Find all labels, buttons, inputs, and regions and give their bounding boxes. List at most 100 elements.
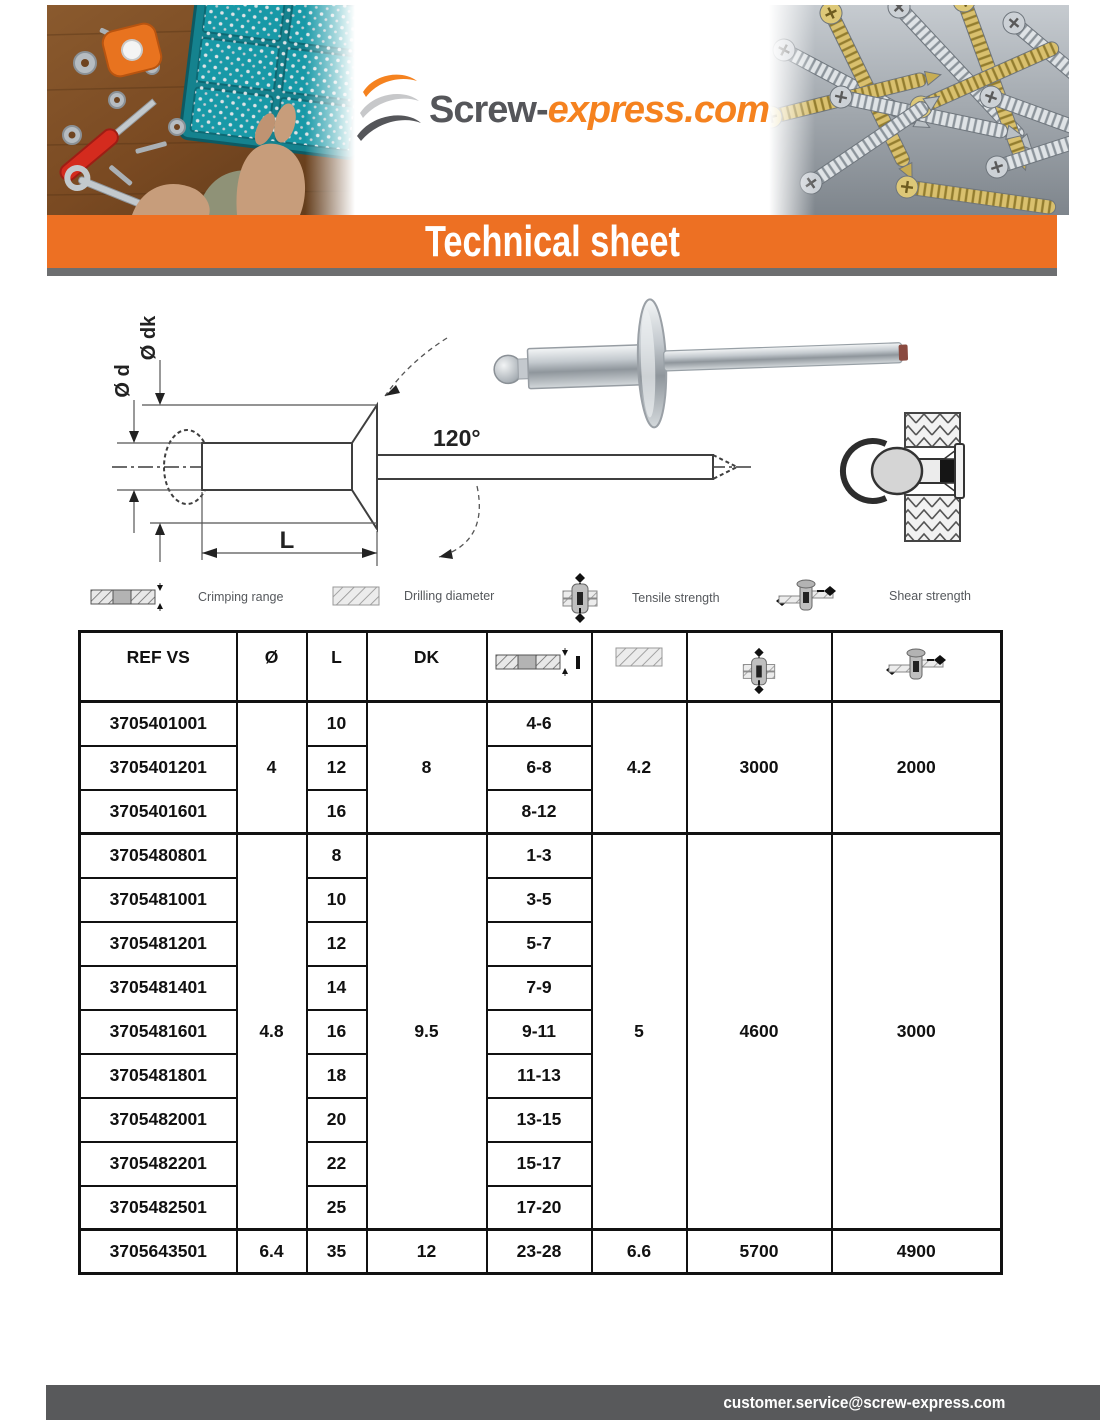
- table-cell: 4-6: [485, 700, 593, 747]
- table-cell: 6.4: [235, 1228, 308, 1275]
- crimping-range-icon: [90, 583, 163, 611]
- table-cell: 3705482501: [78, 1184, 238, 1231]
- table-cell: 6.6: [590, 1228, 688, 1275]
- table-cell: 3705481601: [78, 1008, 238, 1055]
- table-cell: 4: [235, 700, 308, 835]
- table-row: 3705481001 10 3-5: [78, 876, 1002, 923]
- legend-item-drilling: Drilling diameter: [332, 586, 494, 606]
- legend-label: Drilling diameter: [404, 589, 495, 603]
- page-title: Technical sheet: [424, 216, 680, 266]
- table-cell: 12: [305, 744, 368, 791]
- table-cell: 3-5: [485, 876, 593, 923]
- dim-d: [117, 400, 202, 533]
- col-header-ref: REF VS: [78, 630, 238, 703]
- table-cell: 35: [305, 1228, 368, 1275]
- table-cell: 3705481801: [78, 1052, 238, 1099]
- dim-label-d: Ø d: [112, 364, 134, 397]
- legend-label: Tensile strength: [632, 591, 720, 605]
- table-cell: 17-20: [485, 1184, 593, 1231]
- logo-wordmark: Screw-express.com: [429, 88, 770, 132]
- table-cell: 15-17: [485, 1140, 593, 1187]
- table-row: 3705643501 6.4 35 12 23-28 6.6 5700 4900: [78, 1228, 1003, 1275]
- header: Screw-express.com: [47, 5, 1069, 215]
- table-cell: 22: [305, 1140, 368, 1187]
- spec-table-body: 3705401001 4 10 8 4-6 4.2 3000 2000 3705401201 12…: [78, 700, 1003, 1275]
- table-cell: 16: [305, 788, 368, 835]
- dim-l: [201, 492, 378, 566]
- table-cell: 3000: [830, 832, 1003, 1231]
- title-banner: Technical sheet: [47, 215, 1057, 268]
- table-cell: 2000: [830, 700, 1003, 835]
- table-row: 3705480801 4.8 8 9.5 1-3 5 4600 3000: [78, 832, 1003, 1231]
- table-cell: 3705643501: [78, 1228, 238, 1275]
- table-cell: 3705481001: [78, 876, 238, 923]
- table-header-row: REF VS Ø L DK: [78, 630, 1003, 703]
- table-cell: 8: [305, 832, 368, 879]
- legend-item-crimping: Crimping range: [90, 582, 283, 612]
- table-cell: 3705401201: [78, 744, 238, 791]
- table-row: 3705481401 14 7-9: [78, 964, 1002, 1011]
- table-row: 3705481601 16 9-11: [78, 1008, 1002, 1055]
- table-cell: 20: [305, 1096, 368, 1143]
- table-cell: 10: [305, 876, 368, 923]
- table-row: 3705482501 25 17-20: [78, 1184, 1002, 1231]
- table-cell: 3705481401: [78, 964, 238, 1011]
- table-row: 3705401201 12 6-8: [78, 744, 1002, 791]
- legend-label: Crimping range: [198, 590, 284, 604]
- dim-label-l: L: [280, 527, 295, 554]
- tensile-strength-icon: [562, 573, 598, 623]
- table-cell: 8-12: [485, 788, 593, 835]
- table-cell: 4600: [685, 832, 833, 1231]
- table-cell: 14: [305, 964, 368, 1011]
- table-cell: 10: [305, 700, 368, 747]
- col-header-diameter: Ø: [235, 630, 308, 703]
- logo-text-orange: express.com: [547, 88, 770, 131]
- drilling-diameter-icon: [615, 647, 663, 667]
- table-cell: 4900: [830, 1228, 1003, 1275]
- table-cell: 7-9: [485, 964, 593, 1011]
- dim-dk: [142, 360, 377, 562]
- logo-text-dark: Screw-: [429, 88, 549, 131]
- footer-bar: customer.service@screw-express.com: [46, 1385, 1100, 1420]
- legend-label: Shear strength: [889, 589, 971, 603]
- table-cell: 23-28: [485, 1228, 593, 1275]
- table-cell: 16: [305, 1008, 368, 1055]
- rivet-photo: [493, 298, 909, 429]
- logo: Screw-express.com: [355, 5, 770, 215]
- rivet-outline: [163, 401, 740, 533]
- table-cell: 3705482001: [78, 1096, 238, 1143]
- logo-arcs-icon: [357, 74, 421, 141]
- photo-screws-pile: [769, 5, 1069, 215]
- wrench-illustration: [64, 165, 145, 209]
- table-cell: 3705482201: [78, 1140, 238, 1187]
- spec-table: REF VS Ø L DK: [78, 630, 1003, 1275]
- hands-illustration: [132, 103, 306, 215]
- table-cell: 6-8: [485, 744, 593, 791]
- dim-label-dk: Ø dk: [138, 315, 160, 360]
- table-cell: 8: [365, 700, 488, 835]
- table-cell: 3705480801: [78, 832, 238, 879]
- dim-label-angle: 120°: [433, 425, 481, 451]
- table-cell: 25: [305, 1184, 368, 1231]
- table-cell: 12: [365, 1228, 488, 1275]
- table-cell: 4.8: [235, 832, 308, 1231]
- table-cell: 12: [305, 920, 368, 967]
- drilling-diameter-icon: [332, 586, 380, 606]
- table-row: 3705401601 16 8-12: [78, 788, 1002, 835]
- table-cell: 1-3: [485, 832, 593, 879]
- table-cell: 3705401001: [78, 700, 238, 747]
- shear-strength-icon: [886, 648, 947, 680]
- crimping-range-icon: [495, 648, 580, 676]
- installed-rivet-diagram: [840, 412, 965, 542]
- table-row: 3705401001 4 10 8 4-6 4.2 3000 2000: [78, 700, 1003, 835]
- col-header-shear: [830, 630, 1003, 703]
- shear-strength-icon: [776, 579, 836, 611]
- table-cell: 9.5: [365, 832, 488, 1231]
- table-cell: 5700: [685, 1228, 833, 1275]
- table-cell: 4.2: [590, 700, 688, 835]
- tensile-strength-icon: [742, 647, 776, 695]
- dim-angle: [384, 337, 480, 558]
- table-cell: 11-13: [485, 1052, 593, 1099]
- rivet-technical-drawing: Ø d Ø dk L 120°: [112, 298, 965, 566]
